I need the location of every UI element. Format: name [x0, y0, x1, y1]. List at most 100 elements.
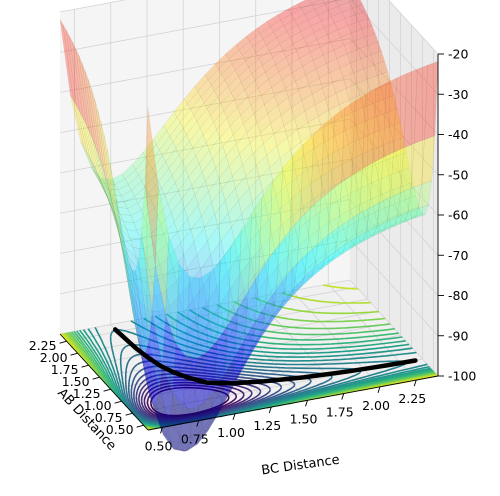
surface-patch [162, 141, 177, 163]
surface-patch [320, 115, 335, 200]
surface-patch [218, 58, 233, 75]
surface-patch [187, 204, 202, 231]
surface-patch [315, 253, 330, 269]
surface-patch [129, 296, 144, 366]
surface-patch [191, 171, 206, 196]
surface-patch [317, 10, 332, 22]
surface-patch [155, 161, 170, 182]
surface-patch [101, 177, 116, 185]
surface-patch [59, 19, 74, 101]
surface-patch [136, 225, 151, 240]
surface-patch [363, 64, 378, 80]
surface-patch [325, 246, 340, 261]
surface-patch [304, 104, 319, 124]
surface-patch [244, 80, 259, 98]
surface-patch [144, 108, 159, 266]
surface-patch [362, 88, 377, 170]
surface-patch [104, 174, 119, 233]
surface-patch [280, 13, 295, 26]
wall-grid-z [349, 118, 439, 216]
surface-patch [267, 104, 282, 125]
surface-patch [276, 31, 291, 45]
surface-patch [288, 245, 303, 269]
surface-patch [138, 232, 153, 341]
surface-patch [263, 134, 278, 156]
surface-patch [324, 22, 339, 35]
surface-patch [83, 146, 98, 179]
surface-patch [120, 190, 135, 203]
surface-patch [142, 281, 157, 297]
surface-patch [172, 312, 187, 343]
surface-patch [296, 168, 311, 193]
surface-patch [229, 114, 244, 136]
surface-patch [218, 354, 233, 388]
surface-patch [85, 124, 100, 178]
surface-patch [329, 67, 344, 83]
surface-patch [282, 43, 297, 58]
z-tick-label: -40 [448, 127, 468, 142]
surface-patch [324, 135, 339, 157]
surface-patch [224, 187, 239, 214]
surface-patch [328, 253, 344, 261]
surface-patch [335, 88, 350, 106]
surface-patch [250, 304, 265, 333]
surface-patch [312, 54, 327, 70]
surface-patch [320, 170, 335, 193]
surface-patch [114, 178, 129, 191]
surface-patch [193, 430, 209, 445]
surface-patch [235, 35, 250, 51]
surface-patch [339, 62, 354, 78]
surface-patch [331, 117, 346, 137]
surface-patch [240, 104, 255, 125]
surface-patch [284, 279, 299, 298]
surface-patch [122, 234, 137, 332]
surface-patch [285, 230, 300, 256]
surface-patch [115, 221, 129, 258]
surface-patch [206, 96, 221, 116]
surface-patch [357, 45, 372, 60]
surface-patch [401, 217, 416, 223]
surface-patch [388, 171, 403, 191]
surface-patch [287, 129, 302, 151]
surface-patch [176, 435, 191, 452]
surface-patch [228, 153, 243, 177]
surface-patch [331, 11, 346, 24]
surface-patch [143, 207, 158, 226]
surface-patch [209, 137, 224, 160]
surface-patch [304, 260, 319, 278]
surface-patch [342, 237, 357, 255]
z-tick-label: -30 [448, 87, 468, 102]
surface-patch [389, 122, 404, 142]
surface-patch [253, 316, 268, 340]
surface-patch [379, 126, 394, 146]
surface-patch [304, 8, 319, 21]
surface-patch [289, 143, 304, 232]
surface-patch [282, 162, 297, 186]
surface-patch [191, 422, 206, 446]
surface-patch [316, 206, 331, 230]
surface-patch [111, 210, 126, 247]
surface-patch [198, 392, 213, 424]
y-tick-mark [232, 413, 236, 420]
surface-patch [405, 195, 420, 211]
surface-patch [337, 25, 352, 38]
surface-patch [263, 302, 278, 324]
surface-patch [341, 158, 356, 180]
surface-patch [159, 135, 174, 157]
surface-patch [348, 168, 363, 221]
surface-patch [227, 256, 242, 289]
surface-patch [147, 181, 162, 201]
surface-patch [185, 317, 200, 352]
surface-patch [125, 250, 140, 345]
surface-patch [256, 113, 271, 134]
surface-patch [207, 401, 222, 432]
z-tick-label: -20 [448, 47, 468, 62]
surface-patch [142, 243, 157, 260]
surface-patch [304, 243, 319, 278]
surface-patch [292, 65, 307, 82]
surface-patch [257, 277, 272, 306]
z-axis-ticks: -20 -30 -40 -50 -60 -70 -80 -90 -100 [438, 47, 476, 384]
surface-patch [218, 383, 232, 414]
surface-patch [179, 140, 194, 162]
surface-patch [192, 284, 207, 319]
